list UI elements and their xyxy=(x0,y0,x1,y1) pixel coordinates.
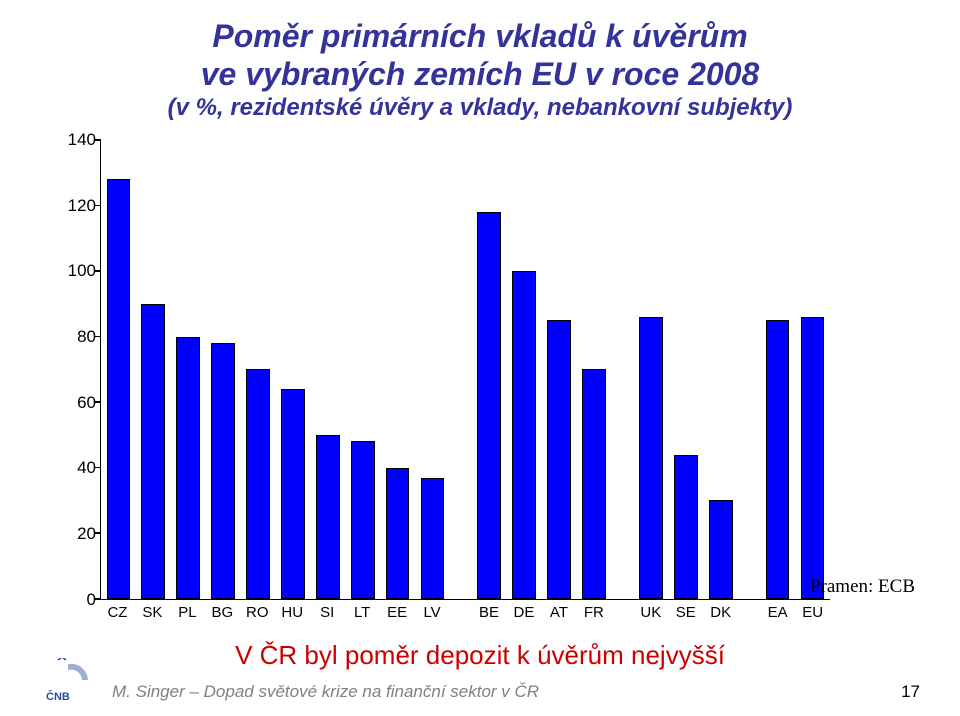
x-tick-label: EE xyxy=(380,600,415,621)
y-tick-label: 60 xyxy=(77,393,96,413)
bar xyxy=(281,389,305,599)
y-tick-label: 100 xyxy=(68,261,96,281)
slide: Poměr primárních vkladů k úvěrům ve vybr… xyxy=(0,0,960,716)
x-tick-label: PL xyxy=(170,600,205,621)
bar-slot xyxy=(275,140,310,599)
x-gap xyxy=(450,600,472,621)
bar-slot xyxy=(668,140,703,599)
bar-slot xyxy=(507,140,542,599)
bar-slot xyxy=(577,140,612,599)
cnb-logo-icon: ČNB xyxy=(40,658,102,702)
footer-text: M. Singer – Dopad světové krize na finan… xyxy=(112,682,539,702)
x-tick-label: BG xyxy=(205,600,240,621)
title-line-2: ve vybraných zemích EU v roce 2008 xyxy=(40,56,920,94)
bar xyxy=(246,369,270,599)
x-tick-label: UK xyxy=(633,600,668,621)
bar-slot xyxy=(380,140,415,599)
y-tick-label: 20 xyxy=(77,524,96,544)
bar xyxy=(674,455,698,599)
y-tick-label: 140 xyxy=(68,130,96,150)
bar xyxy=(709,500,733,598)
bar xyxy=(176,337,200,599)
y-tick xyxy=(95,532,101,534)
y-tick-label: 120 xyxy=(68,196,96,216)
y-tick xyxy=(95,336,101,338)
x-tick-label: AT xyxy=(541,600,576,621)
x-tick-label: EU xyxy=(795,600,830,621)
bar xyxy=(211,343,235,599)
x-tick-label: CZ xyxy=(100,600,135,621)
bar xyxy=(801,317,825,599)
bar-slot xyxy=(171,140,206,599)
y-tick-label: 0 xyxy=(87,590,96,610)
bar-slot xyxy=(415,140,450,599)
x-axis-labels: CZSKPLBGROHUSILTEELV BEDEATFR UKSEDK EAEU xyxy=(100,600,830,621)
bar-slot xyxy=(310,140,345,599)
chart-plot-area xyxy=(100,140,830,600)
x-tick-label: SE xyxy=(668,600,703,621)
bar xyxy=(639,317,663,599)
x-tick-label: HU xyxy=(275,600,310,621)
chart-bars xyxy=(101,140,830,599)
bar xyxy=(316,435,340,599)
x-tick-label: SK xyxy=(135,600,170,621)
bar xyxy=(351,441,375,598)
bar xyxy=(512,271,536,599)
bar-chart: 020406080100120140 CZSKPLBGROHUSILTEELVB… xyxy=(100,140,830,600)
y-tick xyxy=(95,139,101,141)
bar xyxy=(141,304,165,599)
x-tick-label: FR xyxy=(576,600,611,621)
title-subtitle: (v %, rezidentské úvěry a vklady, nebank… xyxy=(40,94,920,122)
svg-text:ČNB: ČNB xyxy=(46,690,70,702)
bar-slot xyxy=(760,140,795,599)
x-gap xyxy=(738,600,760,621)
bar xyxy=(766,320,790,599)
bar-slot xyxy=(136,140,171,599)
y-tick xyxy=(95,205,101,207)
bar-slot xyxy=(345,140,380,599)
bar-slot xyxy=(241,140,276,599)
y-tick xyxy=(95,270,101,272)
bar xyxy=(386,468,410,599)
x-tick-label: EA xyxy=(760,600,795,621)
bar-slot xyxy=(472,140,507,599)
bar-slot xyxy=(206,140,241,599)
x-tick-label: DK xyxy=(703,600,738,621)
y-axis-labels: 020406080100120140 xyxy=(50,140,96,600)
bar xyxy=(107,179,131,599)
bar xyxy=(582,369,606,599)
x-tick-label: LV xyxy=(415,600,450,621)
slide-footer: ČNB M. Singer – Dopad světové krize na f… xyxy=(40,658,920,702)
page-number: 17 xyxy=(901,682,920,702)
x-tick-label: RO xyxy=(240,600,275,621)
x-tick-label: DE xyxy=(506,600,541,621)
bar-slot xyxy=(633,140,668,599)
bar xyxy=(547,320,571,599)
x-tick-label: BE xyxy=(472,600,507,621)
bar-slot xyxy=(703,140,738,599)
y-tick-label: 80 xyxy=(77,327,96,347)
y-tick-label: 40 xyxy=(77,458,96,478)
bar xyxy=(477,212,501,599)
slide-title: Poměr primárních vkladů k úvěrům ve vybr… xyxy=(40,18,920,122)
x-tick-label: LT xyxy=(345,600,380,621)
bar-slot xyxy=(542,140,577,599)
bar xyxy=(421,478,445,599)
x-tick-label: SI xyxy=(310,600,345,621)
title-line-1: Poměr primárních vkladů k úvěrům xyxy=(40,18,920,56)
x-gap xyxy=(611,600,633,621)
y-tick xyxy=(95,401,101,403)
bar-slot xyxy=(101,140,136,599)
bar-slot xyxy=(795,140,830,599)
y-tick xyxy=(95,467,101,469)
chart-source: Pramen: ECB xyxy=(810,576,915,598)
